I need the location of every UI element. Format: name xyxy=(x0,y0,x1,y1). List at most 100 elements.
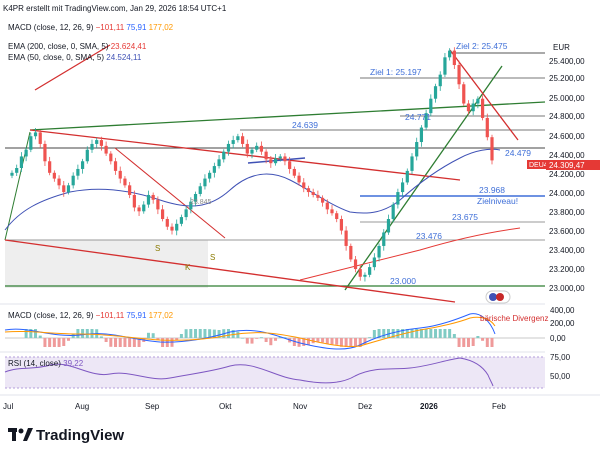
macd-bar xyxy=(335,338,339,345)
price-tick: 23.400,00 xyxy=(549,246,585,255)
price-tick: 23.200,00 xyxy=(549,265,585,274)
macd-signal-line xyxy=(4,316,496,347)
candle xyxy=(415,137,419,161)
label-24771: 24.771 xyxy=(405,112,431,122)
candle xyxy=(320,195,325,207)
macd-bar xyxy=(429,329,433,338)
macd-bar xyxy=(424,329,428,338)
candle xyxy=(33,128,38,140)
event-icon[interactable] xyxy=(485,290,511,304)
candle xyxy=(170,223,174,235)
rsi-panel-label: RSI (14, close) 39,22 xyxy=(8,359,84,368)
header-macd: MACD (close, 12, 26, 9) −101,11 75,91 17… xyxy=(8,23,174,32)
macd-bar xyxy=(377,329,381,338)
candle xyxy=(433,83,438,103)
red-down-bottom xyxy=(4,239,456,303)
candle xyxy=(146,190,151,208)
candle xyxy=(316,190,320,202)
candle xyxy=(490,134,494,165)
annotations: Ziel 2: 25.475 Ziel 1: 25.197 24.771 24.… xyxy=(155,41,531,286)
macd-bar xyxy=(71,334,75,338)
label-23675: 23.675 xyxy=(452,212,478,222)
macd-bar xyxy=(34,329,38,338)
macd-bar xyxy=(462,338,466,347)
macd-bar xyxy=(358,338,362,347)
candle xyxy=(175,219,179,236)
candle xyxy=(386,214,391,235)
candle xyxy=(480,95,485,121)
label-23000: 23.000 xyxy=(390,276,416,286)
candle xyxy=(353,256,358,273)
price-tick: 25.000,00 xyxy=(549,94,585,103)
macd-bar xyxy=(264,338,268,342)
macd-bar xyxy=(226,329,230,338)
last-price-symbol: DEU40 xyxy=(529,162,552,169)
macd-bar xyxy=(241,338,245,339)
candle xyxy=(419,125,424,147)
candle xyxy=(424,109,428,130)
macd-bar xyxy=(372,330,376,338)
price-tick: 25.200,00 xyxy=(549,74,585,83)
label-23845: 23.845 xyxy=(190,199,212,206)
rsi-tick: 75,00 xyxy=(550,353,571,362)
macd-bar xyxy=(415,329,419,338)
candle xyxy=(29,132,33,153)
candle xyxy=(273,154,278,166)
time-axis: Jul Aug Sep Okt Nov Dez 2026 Feb xyxy=(3,402,506,411)
candle xyxy=(231,135,235,149)
time-label: Nov xyxy=(293,402,307,411)
macd-tick: 0,00 xyxy=(550,334,566,343)
macd-bar xyxy=(396,329,400,338)
candle xyxy=(160,205,165,222)
candle xyxy=(118,166,122,184)
macd-bar xyxy=(189,329,193,338)
candle xyxy=(165,216,169,230)
macd-bar xyxy=(283,337,287,338)
macd-bar xyxy=(466,338,470,347)
candle xyxy=(193,191,198,207)
macd-bar xyxy=(24,329,28,338)
candle xyxy=(377,243,381,262)
candle xyxy=(382,229,386,251)
label-24639: 24.639 xyxy=(292,120,318,130)
ema50-line xyxy=(4,148,501,231)
green-channel-top xyxy=(29,101,546,131)
price-tick: 24.800,00 xyxy=(549,112,585,121)
macd-bar xyxy=(57,338,61,347)
macd-bar xyxy=(391,329,395,338)
macd-bar xyxy=(236,331,240,338)
macd-panel-label: MACD (close, 12, 26, 9) −101,11 75,91 17… xyxy=(8,311,174,320)
candle xyxy=(24,147,28,162)
candle xyxy=(250,147,254,159)
macd-bar xyxy=(179,334,183,338)
candle xyxy=(405,168,409,185)
candle xyxy=(457,60,461,89)
candle xyxy=(372,253,376,271)
candle xyxy=(358,264,362,281)
price-tick: 24.400,00 xyxy=(549,151,585,160)
header-ema50: EMA (50, close, 0, SMA, 5) 24.524,11 xyxy=(8,53,142,62)
macd-bar xyxy=(29,329,33,338)
candle xyxy=(85,146,89,164)
macd-bar xyxy=(255,338,259,339)
ema200-line xyxy=(299,227,521,281)
macd-bar xyxy=(292,338,296,346)
macd-bar xyxy=(302,338,306,346)
macd-bar xyxy=(274,338,278,341)
candle xyxy=(19,152,24,172)
macd-bar xyxy=(66,338,70,341)
candle xyxy=(179,214,184,227)
candle xyxy=(48,156,52,176)
candle xyxy=(452,47,456,69)
candle xyxy=(311,188,315,198)
price-tick: 25.400,00 xyxy=(549,57,585,66)
candle xyxy=(212,162,216,178)
candle xyxy=(466,100,471,115)
macd-bar xyxy=(109,338,113,347)
candle xyxy=(198,182,202,197)
candle xyxy=(438,71,442,91)
macd-bar xyxy=(104,338,108,342)
label-s-right: S xyxy=(210,253,215,262)
macd-bar xyxy=(146,332,150,338)
